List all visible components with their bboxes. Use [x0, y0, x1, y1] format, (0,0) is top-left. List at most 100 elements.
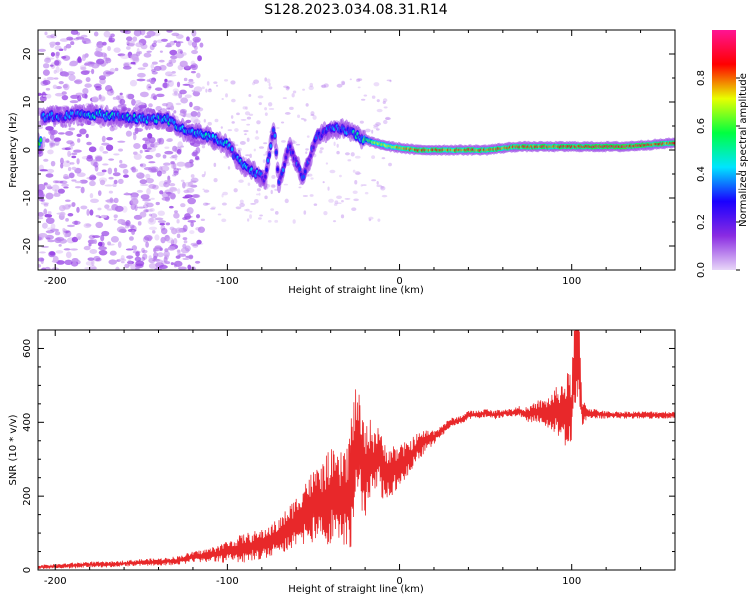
spectrogram-noise-blob	[104, 184, 113, 187]
spectrogram-noise-blob	[245, 106, 248, 110]
spectrogram-noise-blob	[182, 257, 190, 261]
spectrogram-noise-blob	[282, 97, 287, 100]
spectrogram-noise-blob	[160, 165, 170, 172]
spectrogram-noise-blob	[376, 181, 379, 185]
spectrogram-noise-blob	[203, 189, 210, 193]
spectrogram-noise-blob	[158, 180, 167, 188]
spectrogram-noise-blob	[49, 142, 53, 149]
spectrogram-noise-blob	[126, 255, 134, 259]
spectrogram-noise-blob	[45, 126, 54, 131]
spectrogram-noise-blob	[256, 188, 261, 192]
spectrogram-noise-blob	[239, 202, 245, 208]
spectrogram-noise-blob	[155, 201, 160, 206]
spectrogram-noise-blob	[159, 190, 164, 195]
spectrogram-noise-blob	[136, 172, 140, 176]
spectrogram-noise-blob	[136, 172, 145, 179]
spectrogram-noise-blob	[169, 183, 176, 187]
spectrogram-noise-blob	[271, 184, 276, 188]
spectrogram-noise-blob	[240, 118, 247, 121]
spectrogram-noise-blob	[100, 52, 107, 58]
spectrogram-noise-blob	[176, 249, 181, 253]
spectrogram-noise-blob	[155, 152, 161, 158]
spectrogram-noise-blob	[284, 112, 291, 115]
spectrogram-noise-blob	[44, 57, 52, 64]
spectrogram-noise-blob	[139, 163, 144, 167]
spectrogram-noise-blob	[234, 128, 239, 132]
spectrogram-noise-blob	[90, 159, 98, 166]
spectrogram-noise-blob	[67, 224, 75, 228]
spectrogram-noise-blob	[117, 178, 124, 185]
spectrogram-noise-blob	[189, 230, 195, 235]
spectrogram-noise-blob	[267, 219, 272, 223]
spectrogram-noise-blob	[98, 249, 108, 256]
spectrogram-noise-blob	[238, 179, 244, 183]
spectrogram-noise-blob	[189, 159, 194, 164]
spectrogram-noise-blob	[125, 130, 132, 137]
spectrogram-noise-blob	[77, 138, 81, 143]
spectrogram-noise-blob	[333, 203, 338, 206]
spectrogram-noise-blob	[46, 237, 51, 240]
spectrogram-noise-blob	[68, 127, 76, 131]
spectrogram-noise-blob	[171, 71, 176, 74]
spectrogram-noise-blob	[176, 148, 182, 155]
spectrogram-noise-blob	[144, 201, 149, 205]
spectrogram-noise-blob	[96, 41, 104, 48]
spectrogram-noise-blob	[42, 136, 47, 144]
spectrogram-noise-blob	[305, 103, 309, 107]
spectrogram-noise-blob	[175, 255, 181, 259]
spectrogram-noise-blob	[182, 196, 190, 199]
spectrogram-noise-blob	[352, 190, 358, 194]
spectrogram-noise-blob	[242, 106, 247, 110]
spectrogram-noise-blob	[148, 226, 158, 231]
spectrogram-noise-blob	[76, 172, 86, 177]
spectrogram-noise-blob	[173, 90, 178, 96]
spectrogram-noise-blob	[197, 55, 202, 62]
spectrogram-noise-blob	[138, 104, 147, 109]
spectrogram-noise-blob	[250, 203, 256, 205]
spectrogram-noise-blob	[58, 48, 64, 52]
spectrogram-ridge-core	[270, 134, 274, 139]
spectrogram-noise-blob	[179, 60, 188, 68]
spectrogram-noise-blob	[113, 47, 121, 53]
spectrogram-noise-blob	[55, 66, 60, 74]
spectrogram-noise-blob	[114, 67, 119, 72]
spectrogram-noise-blob	[74, 79, 83, 85]
spectrogram-noise-blob	[202, 188, 205, 191]
colorbar-tick-label: 0.0	[696, 262, 707, 278]
spectrogram-noise-blob	[161, 38, 168, 42]
spectrogram-noise-blob	[199, 42, 204, 48]
spectrogram-noise-blob	[310, 114, 315, 116]
spectrogram-noise-blob	[132, 56, 140, 63]
spectrogram-noise-blob	[161, 196, 170, 201]
spectrogram-noise-blob	[69, 141, 75, 147]
spectrogram-noise-blob	[371, 179, 377, 182]
spectrogram-noise-blob	[146, 79, 151, 82]
spectrogram-noise-blob	[217, 213, 222, 216]
spectrogram-noise-blob	[71, 202, 76, 207]
spectrogram-noise-blob	[169, 58, 177, 64]
snr-y-ticks: 0 200 400 600	[22, 329, 675, 573]
spectrogram-noise-blob	[113, 179, 118, 185]
spectrogram-ridge-core	[281, 168, 285, 173]
spectrogram-noise-blob	[172, 145, 178, 152]
spectrogram-noise-blob	[38, 92, 42, 97]
spectrogram-noise-blob	[94, 50, 101, 57]
spectrogram-noise-blob	[125, 93, 133, 100]
spectrogram-noise-blob	[126, 40, 130, 46]
spectrogram-noise-blob	[236, 112, 240, 116]
spectrogram-noise-blob	[89, 61, 96, 65]
y-tick-label: 400	[22, 413, 33, 432]
spectrogram-noise-blob	[195, 214, 201, 219]
spectrogram-noise-blob	[310, 111, 315, 116]
spectrogram-noise-blob	[50, 62, 56, 70]
spectrogram-noise-blob	[45, 184, 52, 188]
spectrogram-noise-blob	[55, 51, 60, 57]
spectrogram-noise-blob	[75, 92, 84, 97]
spectrogram-noise-blob	[383, 119, 388, 125]
spectrogram-noise-blob	[130, 203, 136, 210]
spectrogram-noise-blob	[163, 250, 170, 258]
spectrogram-noise-blob	[39, 169, 48, 172]
spectrogram-noise-blob	[100, 214, 108, 219]
spectrogram-noise-blob	[249, 214, 252, 219]
